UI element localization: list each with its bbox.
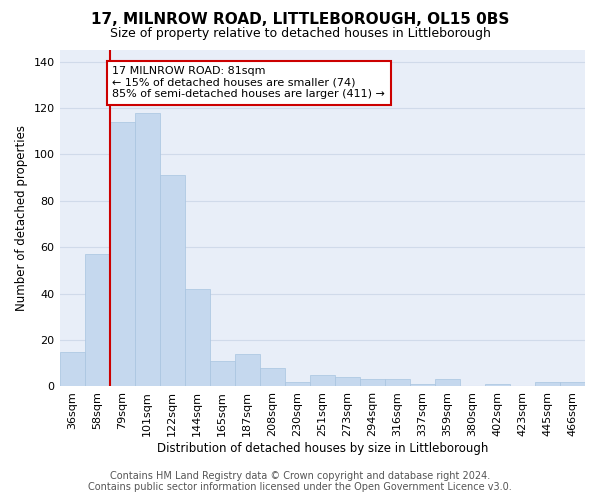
Bar bbox=[560, 382, 585, 386]
Bar bbox=[310, 375, 335, 386]
Bar bbox=[85, 254, 110, 386]
Bar bbox=[134, 112, 160, 386]
Bar bbox=[485, 384, 510, 386]
Text: Contains HM Land Registry data © Crown copyright and database right 2024.
Contai: Contains HM Land Registry data © Crown c… bbox=[88, 471, 512, 492]
Bar bbox=[185, 289, 209, 386]
Y-axis label: Number of detached properties: Number of detached properties bbox=[15, 125, 28, 311]
Text: 17 MILNROW ROAD: 81sqm
← 15% of detached houses are smaller (74)
85% of semi-det: 17 MILNROW ROAD: 81sqm ← 15% of detached… bbox=[112, 66, 385, 100]
Bar bbox=[285, 382, 310, 386]
Bar bbox=[110, 122, 134, 386]
Bar bbox=[385, 380, 410, 386]
Text: Size of property relative to detached houses in Littleborough: Size of property relative to detached ho… bbox=[110, 28, 490, 40]
Bar bbox=[235, 354, 260, 386]
Bar bbox=[260, 368, 285, 386]
Bar bbox=[209, 361, 235, 386]
Bar bbox=[335, 377, 360, 386]
Bar bbox=[435, 380, 460, 386]
Bar bbox=[535, 382, 560, 386]
Bar bbox=[360, 380, 385, 386]
X-axis label: Distribution of detached houses by size in Littleborough: Distribution of detached houses by size … bbox=[157, 442, 488, 455]
Bar bbox=[410, 384, 435, 386]
Bar bbox=[160, 176, 185, 386]
Text: 17, MILNROW ROAD, LITTLEBOROUGH, OL15 0BS: 17, MILNROW ROAD, LITTLEBOROUGH, OL15 0B… bbox=[91, 12, 509, 28]
Bar bbox=[59, 352, 85, 386]
